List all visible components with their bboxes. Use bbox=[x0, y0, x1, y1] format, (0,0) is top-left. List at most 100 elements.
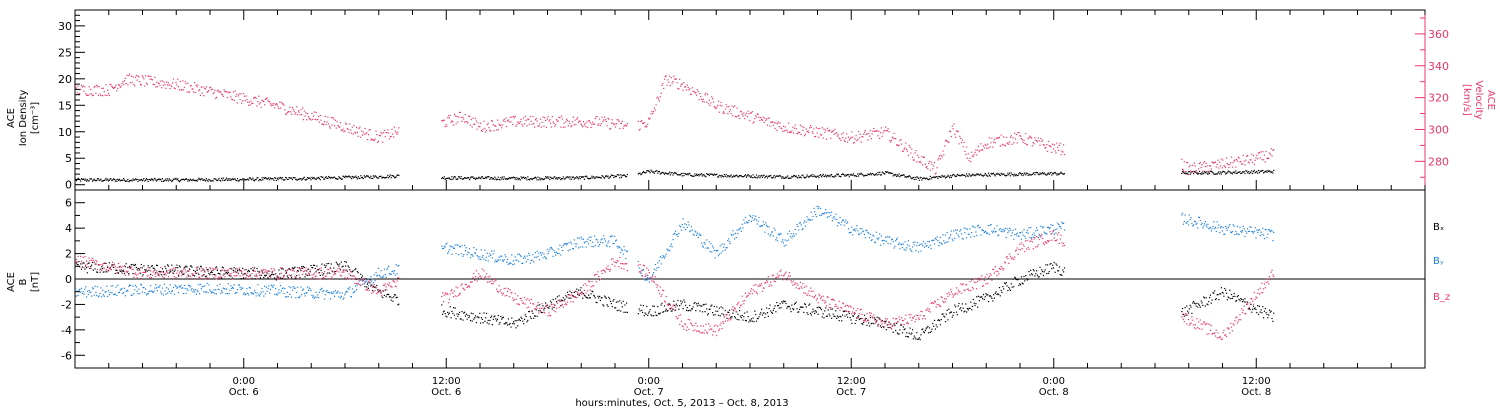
velocity-point bbox=[639, 128, 641, 130]
density-point bbox=[770, 175, 772, 177]
density-point bbox=[713, 173, 715, 175]
by-point bbox=[501, 259, 504, 261]
velocity-point bbox=[269, 103, 272, 105]
density-point bbox=[540, 178, 542, 180]
by-point bbox=[284, 287, 286, 290]
velocity-point bbox=[1195, 169, 1197, 171]
bz-point bbox=[117, 266, 119, 268]
bz-point bbox=[160, 266, 162, 269]
bx-point bbox=[769, 304, 771, 306]
bx-point bbox=[803, 311, 805, 313]
density-point bbox=[493, 178, 495, 180]
density-point bbox=[159, 179, 161, 181]
velocity-point bbox=[459, 112, 461, 114]
by-point bbox=[692, 233, 694, 235]
velocity-point bbox=[199, 94, 202, 97]
velocity-point bbox=[283, 104, 285, 106]
density-point bbox=[371, 177, 373, 179]
density-point bbox=[861, 173, 863, 175]
velocity-point bbox=[251, 102, 253, 104]
bx-point bbox=[302, 267, 304, 269]
density-point bbox=[619, 177, 621, 179]
by-point bbox=[497, 259, 499, 261]
by-point bbox=[291, 289, 293, 291]
velocity-point bbox=[1208, 170, 1210, 172]
bx-point bbox=[443, 310, 445, 312]
density-point bbox=[274, 177, 276, 179]
by-point bbox=[310, 290, 312, 292]
density-point bbox=[226, 179, 229, 181]
velocity-point bbox=[521, 123, 523, 125]
bx-point bbox=[132, 273, 134, 275]
bx-point bbox=[774, 305, 776, 307]
velocity-point bbox=[855, 135, 857, 137]
bx-point bbox=[450, 317, 452, 319]
velocity-point bbox=[544, 117, 546, 119]
bz-point bbox=[156, 272, 158, 274]
velocity-point bbox=[1196, 171, 1198, 174]
by-point bbox=[1241, 230, 1244, 232]
bx-point bbox=[265, 274, 267, 276]
bx-point bbox=[1214, 290, 1216, 292]
density-point bbox=[120, 179, 122, 181]
by-point bbox=[1243, 228, 1245, 230]
velocity-point bbox=[682, 89, 684, 91]
bx-point bbox=[480, 317, 482, 319]
velocity-point bbox=[281, 103, 283, 105]
velocity-point bbox=[336, 121, 338, 123]
bx-point bbox=[935, 324, 937, 326]
bx-point bbox=[232, 269, 234, 271]
density-point bbox=[391, 175, 393, 177]
density-point bbox=[1003, 173, 1005, 175]
bx-point bbox=[851, 322, 853, 324]
bx-point bbox=[994, 292, 996, 294]
bx-point bbox=[573, 291, 575, 293]
by-point bbox=[169, 284, 171, 286]
density-point bbox=[997, 173, 999, 175]
velocity-point bbox=[819, 127, 821, 130]
by-point bbox=[728, 238, 730, 240]
velocity-point bbox=[937, 159, 939, 161]
by-point bbox=[693, 234, 695, 236]
bx-point bbox=[393, 296, 395, 298]
density-point bbox=[129, 180, 131, 182]
density-point bbox=[885, 171, 887, 173]
bz-point bbox=[97, 264, 99, 266]
by-point bbox=[211, 291, 213, 293]
bx-point bbox=[911, 332, 913, 334]
density-point bbox=[1254, 172, 1256, 174]
by-point bbox=[368, 278, 370, 280]
bz-point bbox=[139, 272, 141, 274]
velocity-point bbox=[1010, 135, 1012, 137]
density-point bbox=[753, 176, 755, 179]
by-point bbox=[216, 285, 218, 287]
velocity-point bbox=[1213, 162, 1215, 164]
density-point bbox=[285, 177, 288, 179]
velocity-point bbox=[1189, 164, 1191, 166]
bx-point bbox=[196, 269, 198, 271]
bx-point bbox=[750, 320, 752, 322]
by-point bbox=[245, 293, 247, 295]
velocity-point bbox=[277, 106, 279, 108]
velocity-point bbox=[601, 116, 603, 118]
bz-point bbox=[130, 266, 132, 268]
bx-point bbox=[976, 296, 978, 298]
density-point bbox=[466, 177, 468, 179]
by-point bbox=[222, 287, 224, 289]
density-point bbox=[109, 178, 111, 180]
density-point bbox=[944, 175, 946, 177]
density-point bbox=[901, 174, 903, 177]
by-point bbox=[942, 234, 944, 236]
density-point bbox=[870, 174, 872, 176]
bx-point bbox=[620, 310, 622, 312]
velocity-point bbox=[1038, 140, 1040, 142]
velocity-point bbox=[1211, 161, 1213, 163]
bx-point bbox=[927, 325, 929, 328]
density-point bbox=[878, 173, 880, 175]
density-point bbox=[326, 177, 328, 179]
density-point bbox=[357, 176, 359, 178]
bx-point bbox=[859, 318, 861, 320]
by-point bbox=[917, 242, 919, 244]
density-point bbox=[986, 175, 988, 177]
bx-point bbox=[176, 264, 178, 266]
